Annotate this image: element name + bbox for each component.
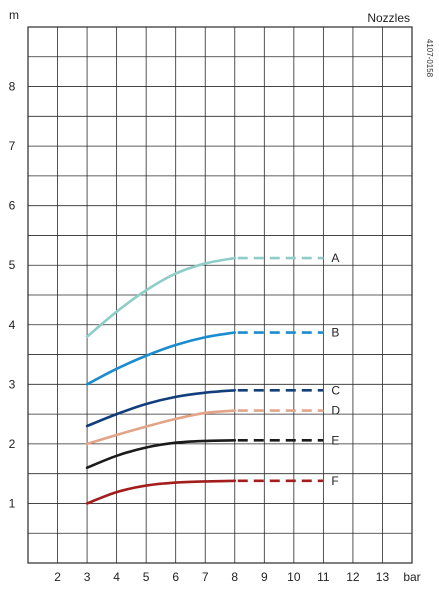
y-tick-label: 8 bbox=[9, 80, 16, 94]
x-tick-label: 4 bbox=[113, 570, 120, 584]
y-tick-label: 2 bbox=[9, 437, 16, 451]
x-tick-label: 5 bbox=[143, 570, 150, 584]
x-axis-unit: bar bbox=[403, 570, 420, 584]
y-tick-label: 5 bbox=[9, 258, 16, 272]
series-line-a bbox=[85, 256, 237, 338]
x-tick-label: 2 bbox=[54, 570, 61, 584]
series-label-a: A bbox=[331, 251, 339, 265]
series-line-e bbox=[85, 439, 237, 470]
y-tick-label: 1 bbox=[9, 496, 16, 510]
y-tick-label: 6 bbox=[9, 199, 16, 213]
x-tick-label: 12 bbox=[346, 570, 360, 584]
y-axis-unit: m bbox=[9, 8, 19, 22]
series-line-d bbox=[85, 409, 237, 446]
grid bbox=[27, 26, 413, 564]
x-tick-label: 10 bbox=[287, 570, 301, 584]
y-tick-label: 4 bbox=[9, 318, 16, 332]
series-label-d: D bbox=[331, 404, 340, 418]
series-layer bbox=[85, 256, 324, 505]
series-line-f bbox=[85, 479, 237, 505]
x-tick-label: 7 bbox=[202, 570, 209, 584]
x-tick-label: 8 bbox=[231, 570, 238, 584]
series-line-c bbox=[85, 388, 237, 428]
y-tick-label: 7 bbox=[9, 139, 16, 153]
x-tick-label: 11 bbox=[317, 570, 330, 584]
x-tick-label: 9 bbox=[261, 570, 268, 584]
series-labels: A B CD E F bbox=[331, 251, 340, 488]
corner-label: Nozzles bbox=[367, 11, 410, 25]
x-tick-label: 13 bbox=[376, 570, 390, 584]
series-label-e: E bbox=[331, 433, 339, 447]
series-label-f: F bbox=[331, 474, 338, 488]
y-tick-label: 3 bbox=[9, 377, 16, 391]
series-label-c: C bbox=[331, 383, 340, 397]
x-tick-label: 6 bbox=[172, 570, 179, 584]
x-tick-label: 3 bbox=[84, 570, 91, 584]
figure-code: 4107-0158 bbox=[425, 39, 434, 78]
series-line-b bbox=[85, 331, 237, 386]
series-label-b: B bbox=[331, 326, 339, 340]
